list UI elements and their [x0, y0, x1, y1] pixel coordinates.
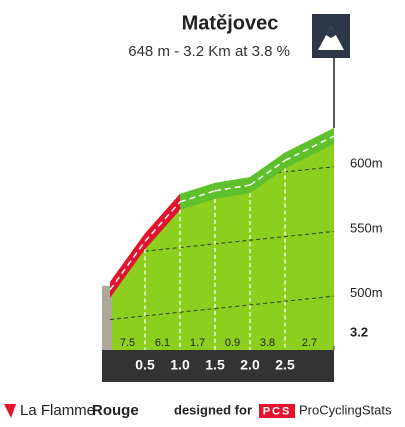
logo-flame	[4, 404, 16, 418]
x-tick-label: 1.5	[205, 357, 225, 373]
brand-b: Rouge	[92, 402, 139, 419]
band-dash	[249, 159, 286, 186]
pcs-badge	[259, 404, 295, 418]
band-dash	[179, 190, 216, 203]
segment-band	[285, 128, 334, 169]
brand-a: La Flamme	[20, 402, 95, 419]
footer: La Flamme Rouge designed for PCS ProCycl…	[4, 402, 392, 419]
band-dash	[144, 201, 181, 242]
pcs-label: PCS	[263, 405, 292, 417]
profile-side	[102, 285, 112, 350]
summit-snow	[326, 26, 336, 38]
profile-body	[110, 128, 334, 350]
gradient-label: 6.1	[155, 337, 170, 349]
designed-for: designed for	[174, 402, 252, 417]
gradient-label: 0.9	[225, 337, 240, 349]
band-dash	[214, 184, 251, 192]
grid-line	[110, 230, 334, 256]
chart-subtitle: 648 m - 3.2 Km at 3.8 %	[128, 43, 290, 60]
x-tick-label: 2.0	[240, 357, 260, 373]
grid-line	[110, 295, 334, 321]
gradient-label: 3.8	[260, 337, 275, 349]
y-tick-label: 600m	[350, 156, 383, 171]
gradient-label: 2.7	[302, 337, 317, 349]
gradient-label: 7.5	[120, 337, 135, 349]
x-tick-label: 0.5	[135, 357, 155, 373]
segment-band	[215, 177, 250, 199]
gradient-label: 1.7	[190, 337, 205, 349]
site-name: ProCyclingStats	[299, 402, 392, 417]
profile-base	[102, 350, 334, 382]
x-tick-label: 3.2	[350, 324, 368, 339]
band-dash	[284, 135, 335, 162]
x-tick-label: 2.5	[275, 357, 295, 373]
y-tick-label: 550m	[350, 220, 383, 235]
segment-band	[145, 193, 180, 250]
segment-band	[110, 233, 145, 298]
y-tick-label: 500m	[350, 285, 383, 300]
chart-title: Matějovec	[182, 12, 279, 34]
x-tick-label: 1.0	[170, 357, 190, 373]
segment-band	[180, 182, 215, 210]
